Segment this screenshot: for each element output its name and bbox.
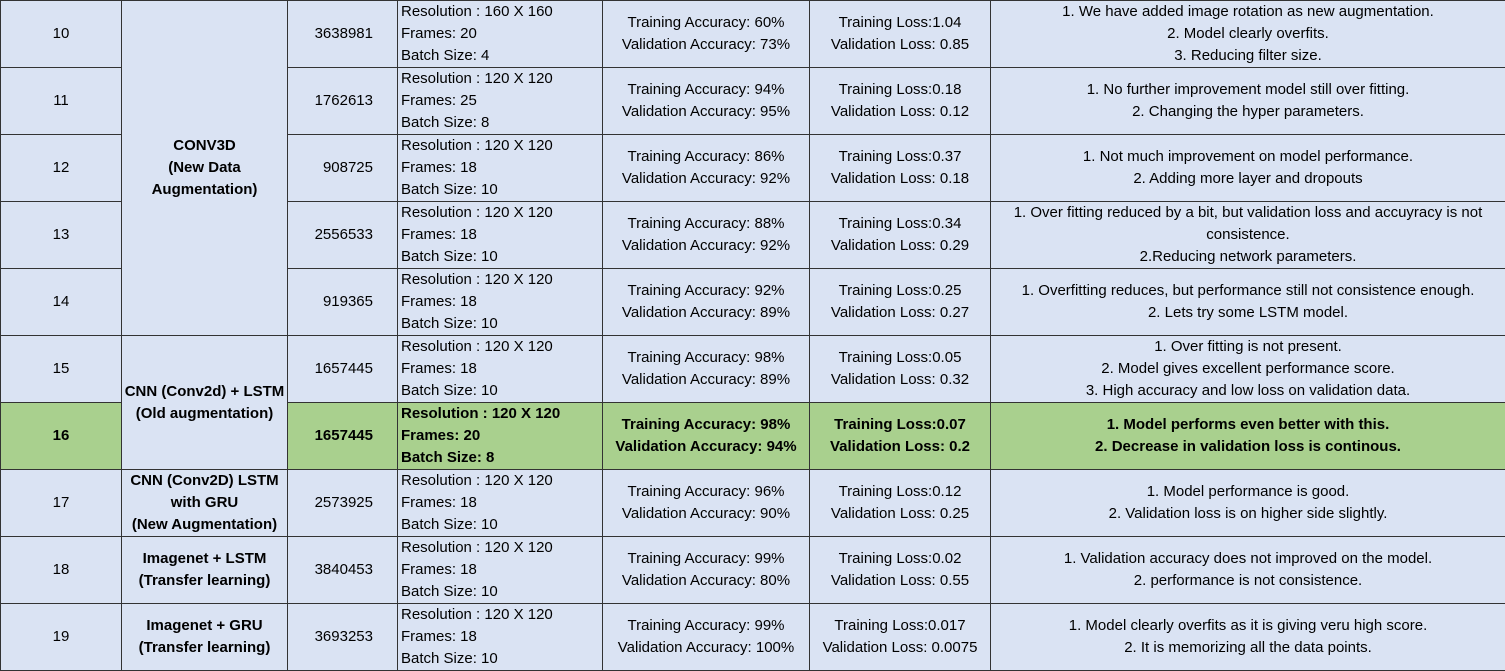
hyperparameters-cell[interactable]: Resolution : 120 X 120 Frames: 18 Batch … [398,537,603,604]
loss-cell[interactable]: Training Loss:0.18 Validation Loss: 0.12 [810,68,991,135]
table-row: 17 CNN (Conv2D) LSTM with GRU (New Augme… [1,470,1505,537]
hyperparameters-cell[interactable]: Resolution : 120 X 120 Frames: 18 Batch … [398,269,603,336]
hyperparameters-cell[interactable]: Resolution : 120 X 120 Frames: 25 Batch … [398,68,603,135]
model-name-cell[interactable]: CONV3D (New Data Augmentation) [122,1,288,336]
loss-cell[interactable]: Training Loss:0.05 Validation Loss: 0.32 [810,336,991,403]
loss-cell[interactable]: Training Loss:0.25 Validation Loss: 0.27 [810,269,991,336]
parameter-count[interactable]: 1762613 [288,68,398,135]
parameter-count[interactable]: 3638981 [288,1,398,68]
hyperparameters-cell[interactable]: Resolution : 160 X 160 Frames: 20 Batch … [398,1,603,68]
experiment-number[interactable]: 11 [1,68,122,135]
experiment-number[interactable]: 16 [1,403,122,470]
accuracy-cell[interactable]: Training Accuracy: 94% Validation Accura… [603,68,810,135]
loss-cell[interactable]: Training Loss:0.017 Validation Loss: 0.0… [810,604,991,671]
observations-cell[interactable]: 1. Over fitting is not present. 2. Model… [991,336,1505,403]
parameter-count[interactable]: 1657445 [288,403,398,470]
observations-cell[interactable]: 1. We have added image rotation as new a… [991,1,1505,68]
accuracy-cell[interactable]: Training Accuracy: 96% Validation Accura… [603,470,810,537]
accuracy-cell[interactable]: Training Accuracy: 98% Validation Accura… [603,336,810,403]
loss-cell[interactable]: Training Loss:0.34 Validation Loss: 0.29 [810,202,991,269]
observations-cell[interactable]: 1. Model clearly overfits as it is givin… [991,604,1505,671]
hyperparameters-cell[interactable]: Resolution : 120 X 120 Frames: 18 Batch … [398,202,603,269]
parameter-count[interactable]: 1657445 [288,336,398,403]
observations-cell[interactable]: 1. Model performance is good. 2. Validat… [991,470,1505,537]
accuracy-cell[interactable]: Training Accuracy: 60% Validation Accura… [603,1,810,68]
accuracy-cell[interactable]: Training Accuracy: 88% Validation Accura… [603,202,810,269]
parameter-count[interactable]: 919365 [288,269,398,336]
observations-cell[interactable]: 1. Over fitting reduced by a bit, but va… [991,202,1505,269]
observations-cell[interactable]: 1. Model performs even better with this.… [991,403,1505,470]
parameter-count[interactable]: 2556533 [288,202,398,269]
parameter-count[interactable]: 3693253 [288,604,398,671]
hyperparameters-cell[interactable]: Resolution : 120 X 120 Frames: 18 Batch … [398,470,603,537]
loss-cell[interactable]: Training Loss:0.02 Validation Loss: 0.55 [810,537,991,604]
experiment-number[interactable]: 18 [1,537,122,604]
table-row: 18 Imagenet + LSTM (Transfer learning) 3… [1,537,1505,604]
parameter-count[interactable]: 3840453 [288,537,398,604]
model-name-cell[interactable]: CNN (Conv2D) LSTM with GRU (New Augmenta… [122,470,288,537]
accuracy-cell[interactable]: Training Accuracy: 99% Validation Accura… [603,604,810,671]
experiment-number[interactable]: 19 [1,604,122,671]
loss-cell[interactable]: Training Loss:0.37 Validation Loss: 0.18 [810,135,991,202]
experiment-number[interactable]: 12 [1,135,122,202]
observations-cell[interactable]: 1. Not much improvement on model perform… [991,135,1505,202]
observations-cell[interactable]: 1. No further improvement model still ov… [991,68,1505,135]
observations-cell[interactable]: 1. Validation accuracy does not improved… [991,537,1505,604]
loss-cell[interactable]: Training Loss:0.07 Validation Loss: 0.2 [810,403,991,470]
experiment-number[interactable]: 13 [1,202,122,269]
experiment-number[interactable]: 10 [1,1,122,68]
experiment-number[interactable]: 15 [1,336,122,403]
model-name-cell[interactable]: Imagenet + LSTM (Transfer learning) [122,537,288,604]
hyperparameters-cell[interactable]: Resolution : 120 X 120 Frames: 18 Batch … [398,135,603,202]
hyperparameters-cell[interactable]: Resolution : 120 X 120 Frames: 18 Batch … [398,604,603,671]
accuracy-cell[interactable]: Training Accuracy: 99% Validation Accura… [603,537,810,604]
observations-cell[interactable]: 1. Overfitting reduces, but performance … [991,269,1505,336]
accuracy-cell[interactable]: Training Accuracy: 86% Validation Accura… [603,135,810,202]
accuracy-cell[interactable]: Training Accuracy: 92% Validation Accura… [603,269,810,336]
accuracy-cell[interactable]: Training Accuracy: 98% Validation Accura… [603,403,810,470]
experiment-number[interactable]: 17 [1,470,122,537]
table-row: 19 Imagenet + GRU (Transfer learning) 36… [1,604,1505,671]
hyperparameters-cell[interactable]: Resolution : 120 X 120 Frames: 20 Batch … [398,403,603,470]
table-row: 10 CONV3D (New Data Augmentation) 363898… [1,1,1505,68]
parameter-count[interactable]: 908725 [288,135,398,202]
loss-cell[interactable]: Training Loss:0.12 Validation Loss: 0.25 [810,470,991,537]
model-name-cell[interactable]: Imagenet + GRU (Transfer learning) [122,604,288,671]
table-row: 15 CNN (Conv2d) + LSTM (Old augmentation… [1,336,1505,403]
hyperparameters-cell[interactable]: Resolution : 120 X 120 Frames: 18 Batch … [398,336,603,403]
loss-cell[interactable]: Training Loss:1.04 Validation Loss: 0.85 [810,1,991,68]
model-name-cell[interactable]: CNN (Conv2d) + LSTM (Old augmentation) [122,336,288,470]
parameter-count[interactable]: 2573925 [288,470,398,537]
experiment-number[interactable]: 14 [1,269,122,336]
